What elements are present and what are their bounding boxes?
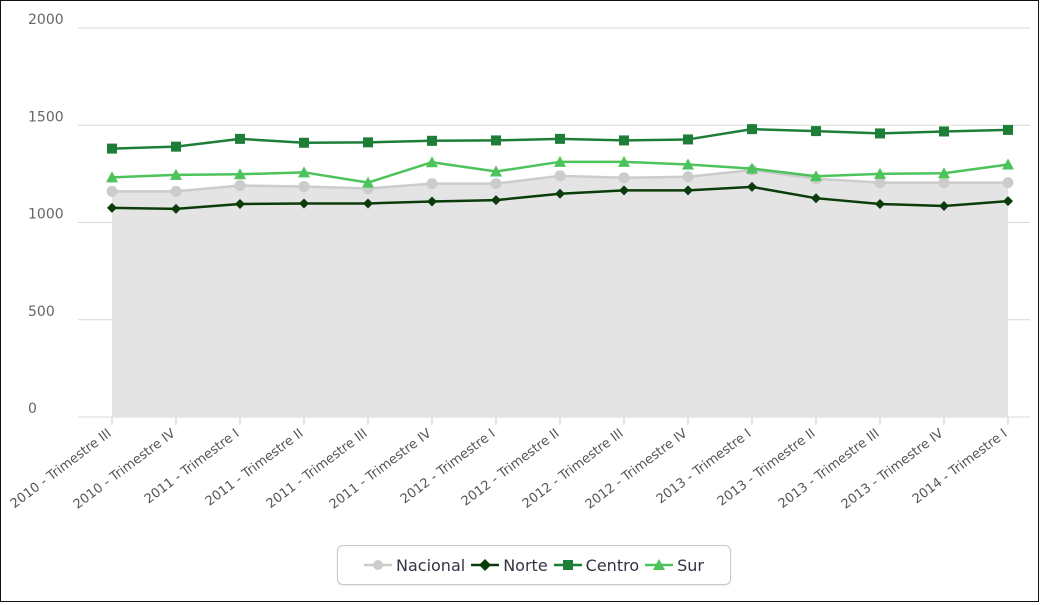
- nacional-area: [112, 169, 1008, 417]
- point-centro-3[interactable]: [299, 137, 309, 148]
- legend-circle-marker-icon: [364, 560, 392, 570]
- point-sur-13[interactable]: [938, 167, 950, 179]
- y-tick-label-1500: 1500: [28, 109, 64, 125]
- point-norte-5[interactable]: [427, 196, 437, 207]
- point-centro-14[interactable]: [1003, 124, 1013, 135]
- point-nacional-12[interactable]: [874, 177, 886, 189]
- point-sur-14[interactable]: [1002, 158, 1014, 170]
- point-sur-9[interactable]: [682, 158, 694, 170]
- y-tick-label-1000: 1000: [28, 207, 64, 223]
- series-norte: [107, 181, 1013, 214]
- legend-label-centro: Centro: [585, 555, 640, 575]
- point-nacional-8[interactable]: [618, 172, 630, 184]
- point-nacional-6[interactable]: [490, 178, 502, 190]
- point-sur-0[interactable]: [106, 171, 118, 183]
- legend-diamond-marker-icon: [471, 559, 500, 571]
- point-centro-6[interactable]: [491, 135, 501, 146]
- legend-item-norte[interactable]: Norte: [471, 555, 548, 575]
- point-norte-11[interactable]: [811, 193, 821, 204]
- legend-triangle-marker-icon: [645, 559, 674, 570]
- point-norte-0[interactable]: [107, 202, 117, 213]
- point-norte-9[interactable]: [683, 185, 693, 196]
- legend-label-sur: Sur: [677, 555, 704, 575]
- x-axis-ticks: [111, 417, 1009, 425]
- point-centro-2[interactable]: [235, 133, 245, 144]
- point-nacional-7[interactable]: [554, 170, 566, 182]
- point-sur-3[interactable]: [298, 166, 310, 178]
- point-sur-1[interactable]: [170, 168, 182, 180]
- y-tick-label-2000: 2000: [28, 12, 64, 28]
- point-norte-3[interactable]: [299, 198, 309, 209]
- point-norte-2[interactable]: [235, 199, 245, 210]
- point-nacional-3[interactable]: [298, 181, 310, 193]
- series-sur: [106, 155, 1014, 188]
- point-nacional-9[interactable]: [682, 171, 694, 183]
- point-sur-10[interactable]: [746, 162, 758, 174]
- legend-label-nacional: Nacional: [396, 555, 466, 575]
- point-sur-4[interactable]: [362, 176, 374, 188]
- series-lines: [106, 124, 1014, 214]
- point-centro-4[interactable]: [363, 137, 373, 148]
- point-sur-7[interactable]: [554, 155, 566, 167]
- point-nacional-2[interactable]: [234, 180, 246, 192]
- legend-item-centro[interactable]: Centro: [553, 555, 640, 575]
- point-norte-12[interactable]: [875, 199, 885, 210]
- point-norte-6[interactable]: [491, 195, 501, 206]
- point-nacional-13[interactable]: [938, 177, 950, 189]
- point-norte-10[interactable]: [747, 181, 757, 192]
- point-nacional-0[interactable]: [106, 185, 118, 197]
- point-norte-1[interactable]: [171, 203, 181, 214]
- y-tick-label-0: 0: [28, 401, 37, 417]
- point-norte-13[interactable]: [939, 200, 949, 211]
- point-nacional-5[interactable]: [426, 178, 438, 190]
- y-axis-labels: 0 500 1000 1500 2000: [28, 12, 64, 417]
- point-norte-8[interactable]: [619, 185, 629, 196]
- point-centro-10[interactable]: [747, 124, 757, 135]
- point-centro-0[interactable]: [107, 143, 117, 154]
- point-centro-8[interactable]: [619, 135, 629, 146]
- legend-item-nacional[interactable]: Nacional: [364, 556, 465, 575]
- series-centro: [107, 124, 1013, 154]
- point-sur-2[interactable]: [234, 168, 246, 180]
- point-centro-13[interactable]: [939, 126, 949, 137]
- y-tick-label-500: 500: [28, 304, 55, 320]
- point-nacional-1[interactable]: [170, 185, 182, 197]
- point-norte-4[interactable]: [363, 198, 373, 209]
- line-chart: 0 500 1000 1500 2000 2010 - Trimestre III201…: [8, 12, 1030, 513]
- point-nacional-14[interactable]: [1002, 177, 1014, 189]
- point-sur-6[interactable]: [490, 165, 502, 177]
- legend-label-norte: Norte: [503, 555, 548, 575]
- point-centro-11[interactable]: [811, 126, 821, 137]
- x-tick-label-0: 2010 - Trimestre III: [8, 426, 115, 512]
- point-sur-12[interactable]: [874, 167, 886, 179]
- legend-square-marker-icon: [553, 560, 582, 570]
- point-centro-7[interactable]: [555, 133, 565, 144]
- point-norte-14[interactable]: [1003, 196, 1013, 207]
- point-sur-11[interactable]: [810, 170, 822, 182]
- chart-legend: Nacional Norte Centro Sur: [337, 545, 731, 585]
- point-sur-8[interactable]: [618, 155, 630, 167]
- point-centro-12[interactable]: [875, 128, 885, 139]
- point-sur-5[interactable]: [426, 156, 438, 168]
- legend-item-sur[interactable]: Sur: [645, 556, 704, 575]
- point-norte-7[interactable]: [555, 188, 565, 199]
- point-centro-5[interactable]: [427, 135, 437, 146]
- point-centro-9[interactable]: [683, 134, 693, 145]
- area-fill-nacional: [112, 169, 1008, 417]
- point-centro-1[interactable]: [171, 141, 181, 152]
